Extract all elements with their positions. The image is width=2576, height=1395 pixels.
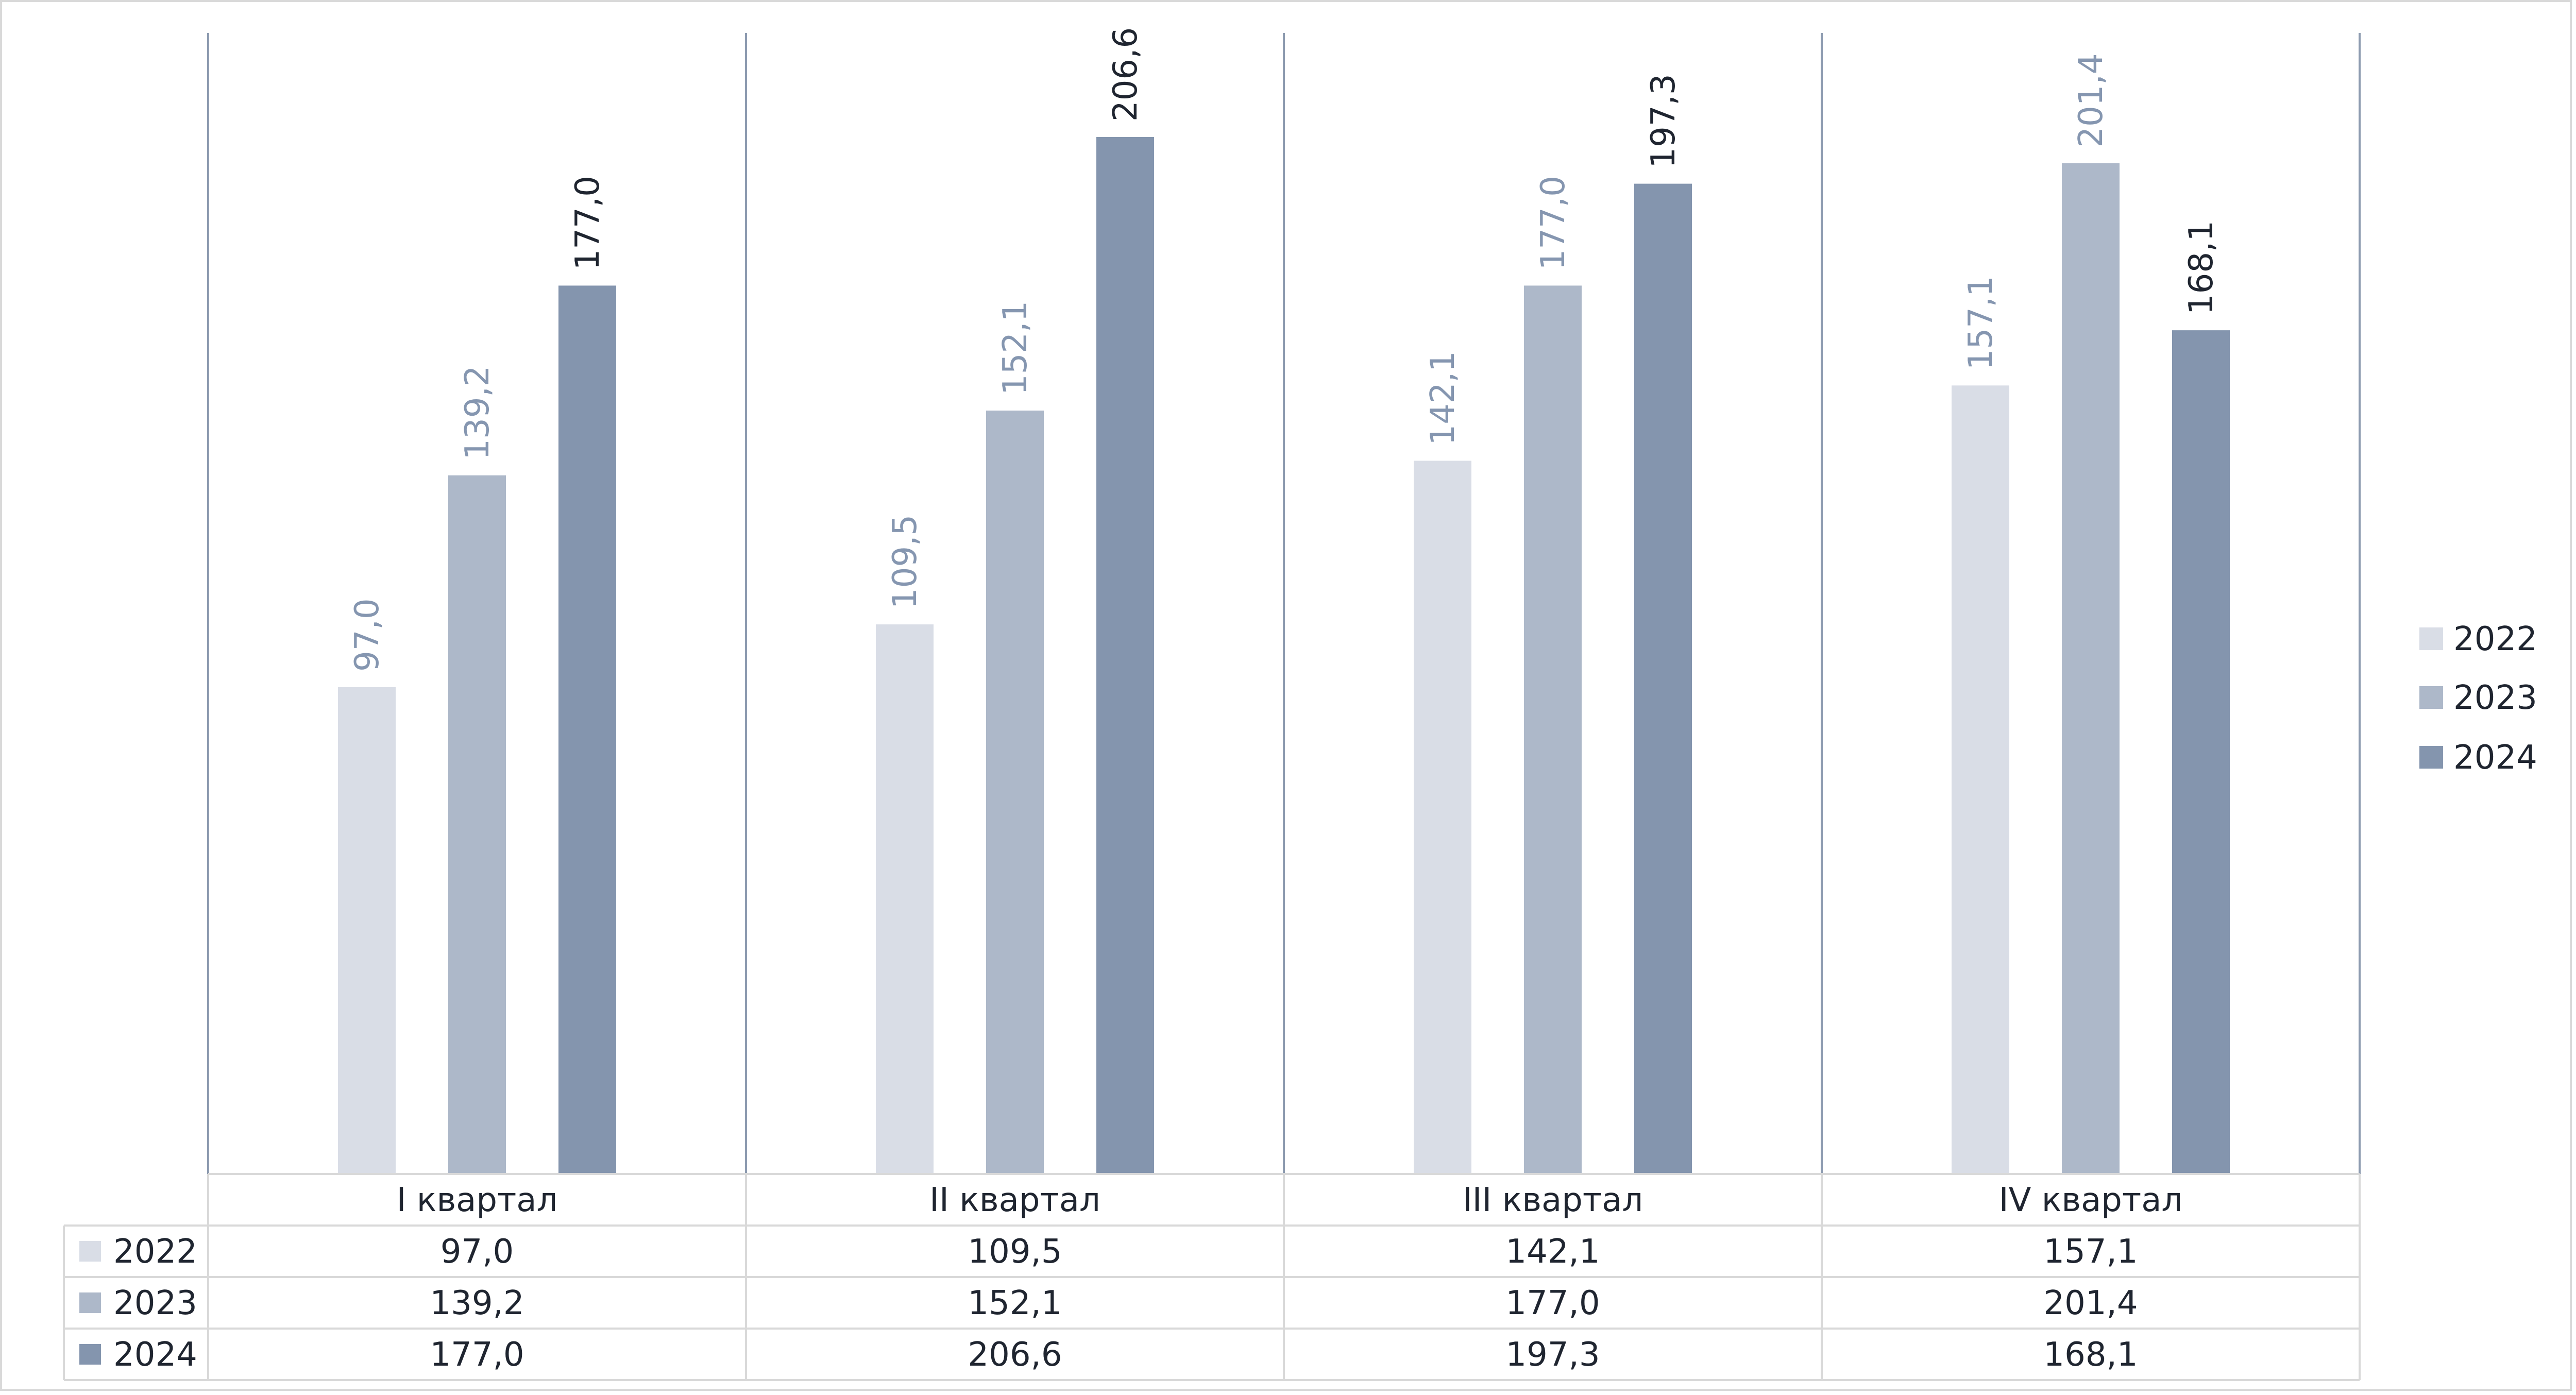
bar-2023-3 (1524, 285, 1582, 1175)
bar-2024-1 (558, 285, 616, 1175)
bar-2024-4 (2172, 330, 2230, 1174)
data-label: 197,3 (1645, 74, 1683, 168)
bar-2024-2 (1096, 137, 1154, 1174)
data-label: 168,1 (2182, 220, 2221, 315)
table-legend-key (79, 1241, 101, 1262)
bar-2023-1 (448, 475, 506, 1174)
bar-2022-4 (1952, 385, 2009, 1175)
bar-2024-3 (1634, 183, 1692, 1174)
data-label: 142,1 (1424, 351, 1462, 445)
legend-label: 2023 (2453, 679, 2537, 717)
data-label: 97,0 (348, 598, 386, 672)
data-label: 177,0 (1534, 176, 1572, 270)
legend-key-2022 (2419, 627, 2443, 650)
legend-key-2023 (2419, 686, 2443, 709)
bar-2022-3 (1414, 461, 1471, 1174)
table-cell: 152,1 (968, 1284, 1062, 1322)
table-cell: 197,3 (1505, 1336, 1600, 1374)
bar-2022-2 (876, 624, 934, 1174)
table-series-name: 2024 (113, 1336, 197, 1374)
legend-key-2024 (2419, 746, 2443, 769)
table-cell: 142,1 (1505, 1233, 1600, 1271)
data-label: 109,5 (886, 515, 924, 609)
table-cell: 168,1 (2043, 1336, 2138, 1374)
table-cell: 139,2 (430, 1284, 524, 1322)
data-label: 157,1 (1962, 276, 2000, 370)
data-label: 201,4 (2072, 53, 2110, 147)
table-series-name: 2022 (113, 1233, 197, 1271)
category-label: IV квартал (1999, 1181, 2183, 1219)
data-label: 139,2 (459, 365, 497, 460)
bar-2023-2 (986, 411, 1044, 1175)
data-label: 177,0 (569, 176, 607, 270)
table-cell: 97,0 (440, 1233, 514, 1271)
category-label: III квартал (1463, 1181, 1643, 1219)
bar-2022-1 (338, 687, 396, 1174)
category-label: I квартал (397, 1181, 558, 1219)
category-label: II квартал (929, 1181, 1100, 1219)
bar-2023-4 (2062, 163, 2120, 1174)
table-cell: 157,1 (2043, 1233, 2138, 1271)
data-label: 206,6 (1107, 27, 1145, 122)
data-label: 152,1 (996, 301, 1035, 395)
legend-label: 2022 (2453, 620, 2537, 658)
table-cell: 177,0 (430, 1336, 524, 1374)
table-cell: 201,4 (2043, 1284, 2138, 1322)
legend-label: 2024 (2453, 739, 2537, 777)
table-legend-key (79, 1344, 101, 1365)
table-cell: 109,5 (968, 1233, 1062, 1271)
table-cell: 177,0 (1505, 1284, 1600, 1322)
table-series-name: 2023 (113, 1284, 197, 1322)
table-legend-key (79, 1292, 101, 1313)
table-cell: 206,6 (968, 1336, 1062, 1374)
